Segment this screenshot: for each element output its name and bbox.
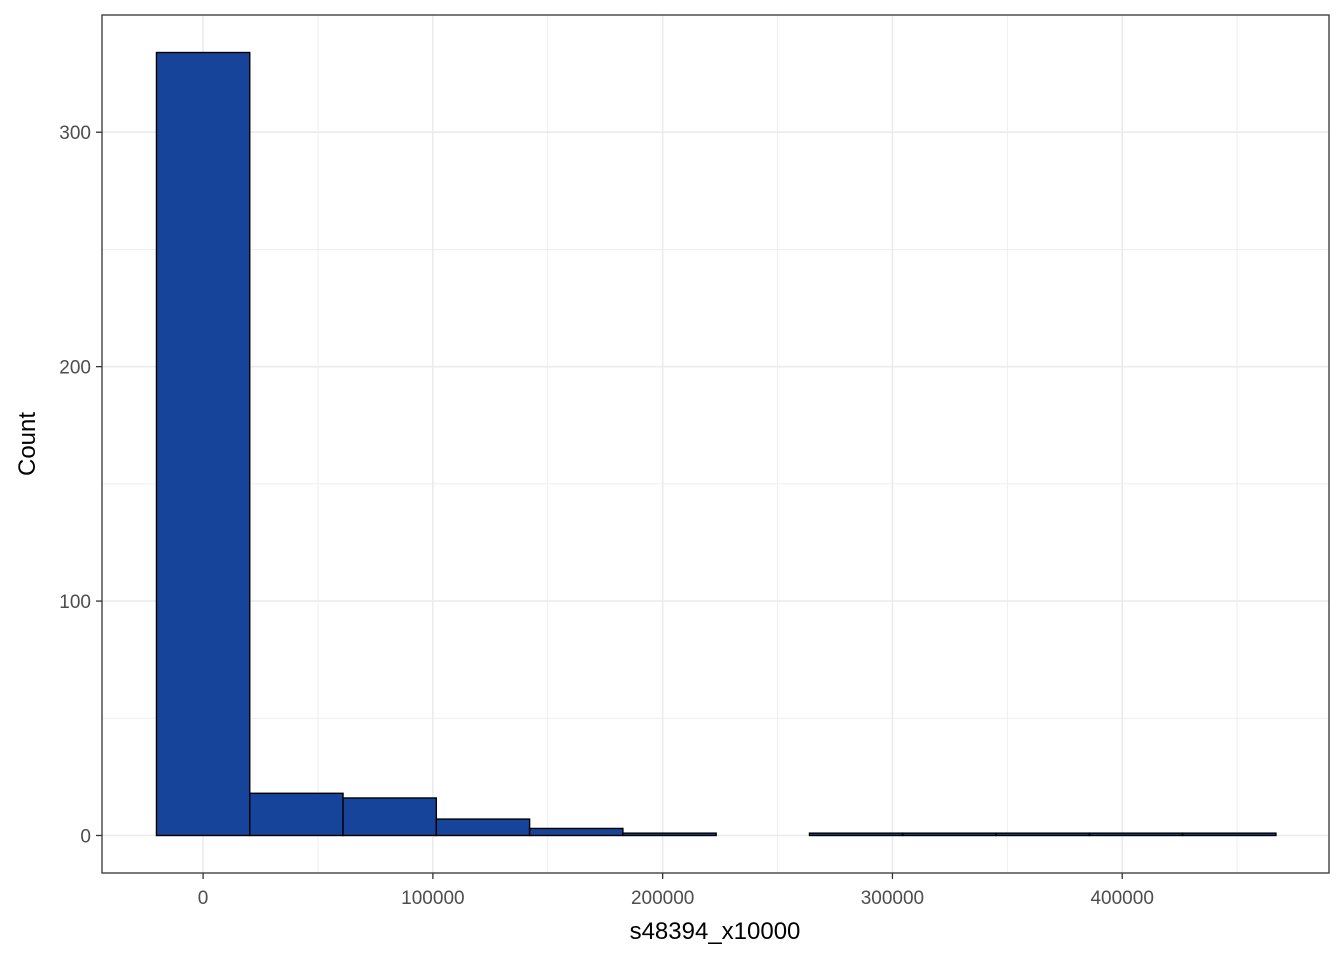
x-tick-label: 400000 <box>1090 888 1153 909</box>
histogram-bar <box>528 827 624 837</box>
histogram-bar <box>435 818 531 837</box>
x-tick-label: 100000 <box>401 888 464 909</box>
histogram-bar <box>249 792 344 837</box>
y-tick-label: 300 <box>59 123 91 144</box>
x-axis-title: s48394_x10000 <box>630 918 801 945</box>
histogram-bar <box>808 832 904 837</box>
y-tick-label: 200 <box>59 358 91 379</box>
axis-ticks: 0 100000 200000 300000 400000 0 100 200 300 <box>59 123 1154 909</box>
y-tick-label: 100 <box>59 592 91 613</box>
histogram-bar <box>1181 832 1277 837</box>
x-tick-label: 300000 <box>861 888 924 909</box>
y-tick-label: 0 <box>80 826 91 847</box>
histogram-bar <box>342 797 438 837</box>
histogram-bar <box>622 832 717 837</box>
histogram-bar <box>1088 832 1184 837</box>
histogram-bar <box>995 832 1091 837</box>
histogram-bar <box>902 832 997 837</box>
y-axis-title: Count <box>14 412 41 476</box>
x-tick-label: 0 <box>198 888 209 909</box>
grid-lines <box>102 15 1329 873</box>
plot-panel-border <box>101 14 1330 874</box>
x-tick-label: 200000 <box>631 888 694 909</box>
histogram-bar <box>155 51 251 837</box>
histogram-bars <box>155 51 1277 837</box>
